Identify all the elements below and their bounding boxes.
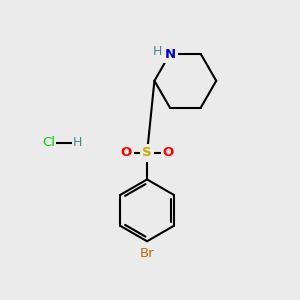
- Text: Cl: Cl: [42, 136, 55, 149]
- Text: N: N: [164, 47, 175, 61]
- Text: H: H: [73, 136, 83, 149]
- Text: H: H: [153, 45, 162, 58]
- Text: O: O: [120, 146, 131, 159]
- Text: O: O: [163, 146, 174, 159]
- Text: Br: Br: [140, 247, 154, 260]
- Text: S: S: [142, 146, 152, 159]
